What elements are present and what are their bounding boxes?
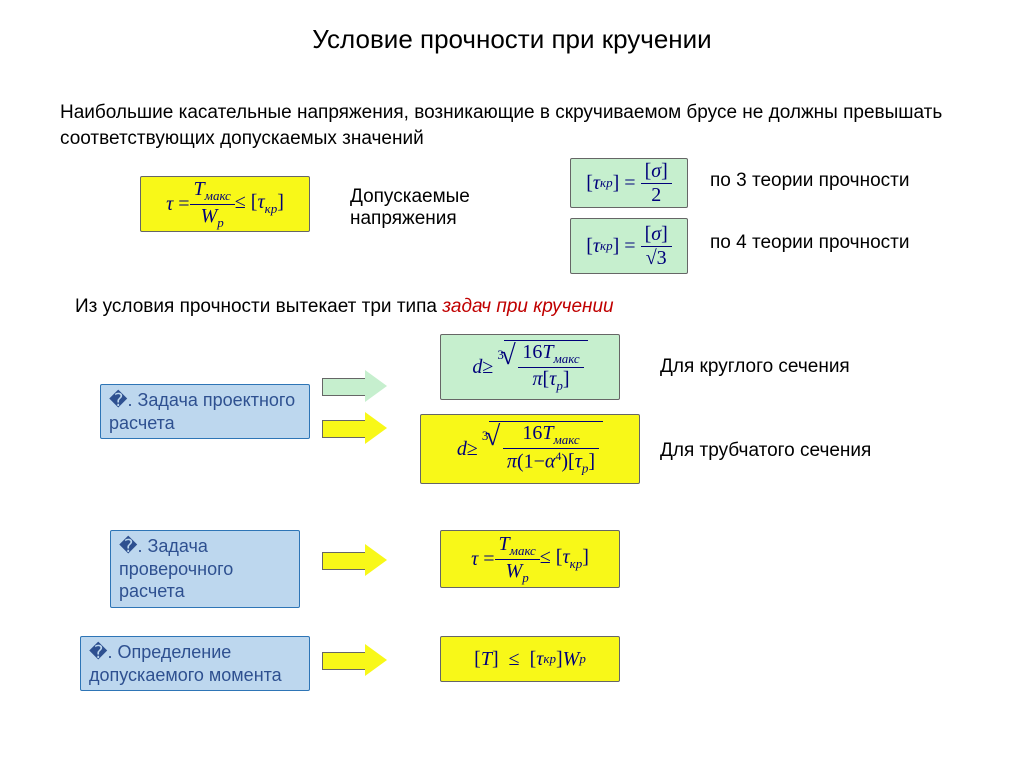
label-allowed-stress: Допускаемые напряжения (350, 186, 510, 230)
task1-box: �. Задача проектного расчета (100, 384, 310, 439)
formula-theory4: [τкр] = [σ]√3 (570, 218, 688, 274)
label-theory4: по 4 теории прочности (710, 232, 909, 254)
formula-theory3: [τкр] = [σ]2 (570, 158, 688, 208)
subtitle-text: Наибольшие касательные напряжения, возни… (60, 100, 960, 151)
label-round-section: Для круглого сечения (660, 356, 850, 378)
subtitle2-prefix: Из условия прочности вытекает три типа (75, 296, 442, 317)
task2-box: �. Задача проверочного расчета (110, 530, 300, 608)
formula-d-tube: d ≥ 3√16Tмаксπ(1−α4)[τp] (420, 414, 640, 484)
subtitle2-red: задач при кручении (442, 296, 613, 317)
page-title: Условие прочности при кручении (0, 24, 1024, 55)
subtitle2: Из условия прочности вытекает три типа з… (75, 296, 614, 318)
formula-d-round: d ≥ 3√16Tмаксπ[τp] (440, 334, 620, 400)
label-theory3: по 3 теории прочности (710, 170, 909, 192)
arrow-icon (322, 644, 392, 676)
task3-box: �. Определение допускаемого момента (80, 636, 310, 691)
formula-allowed-moment: [T] ≤ [τкр]Wp (440, 636, 620, 682)
formula-main-condition: τ = TмаксWp ≤ [τкр] (140, 176, 310, 232)
arrow-icon (322, 412, 392, 444)
formula-check: τ = TмаксWp ≤ [τкр] (440, 530, 620, 588)
arrow-icon (322, 370, 392, 402)
arrow-icon (322, 544, 392, 576)
label-tube-section: Для трубчатого сечения (660, 440, 871, 462)
